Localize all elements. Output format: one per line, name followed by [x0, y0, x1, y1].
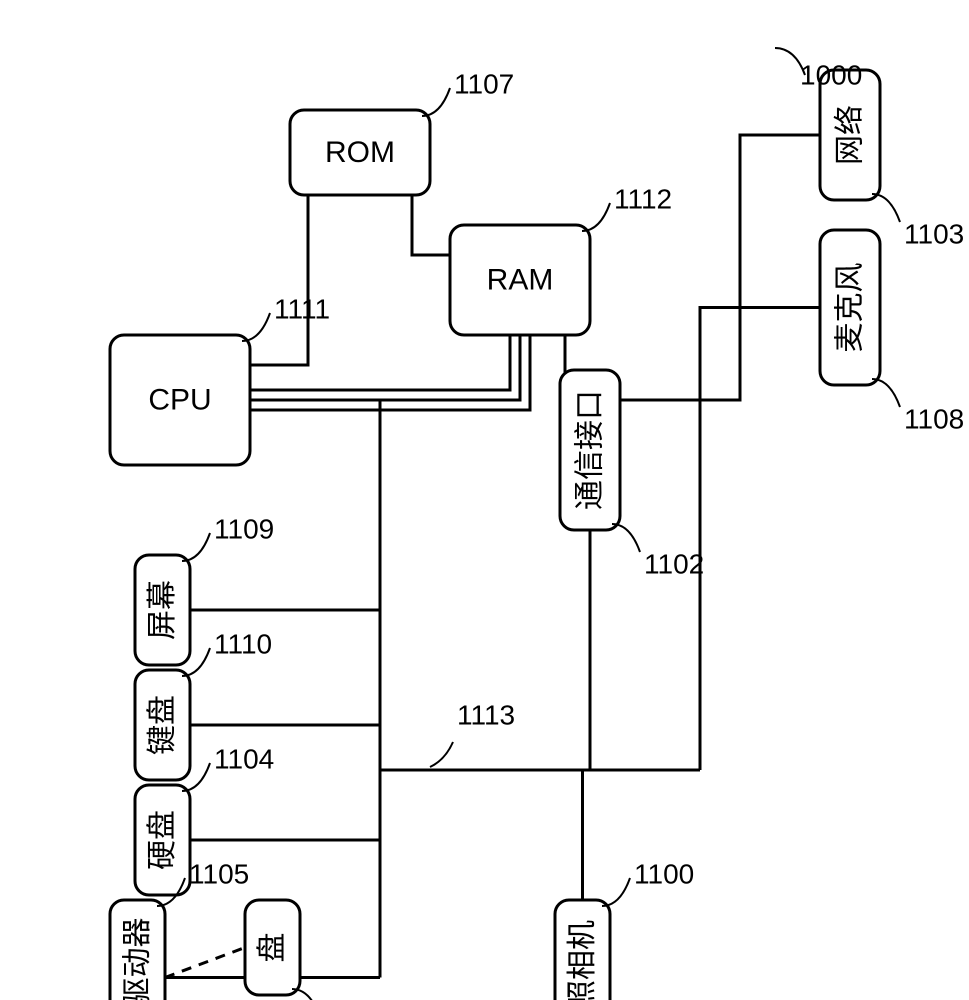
ref-comm: 1102: [644, 549, 704, 580]
node-mic-label: 麦克风: [834, 263, 867, 353]
edge-rom-cpu: [250, 195, 308, 365]
edge-rom-ram: [412, 195, 450, 255]
edge-comm-net: [620, 135, 820, 400]
node-ram-label: RAM: [487, 264, 554, 297]
node-camera-label: 数字照相机: [566, 920, 599, 1000]
edge-mic-hbus: [700, 308, 820, 771]
node-net-label: 网络: [834, 105, 867, 165]
ref-keyb: 1110: [214, 629, 272, 660]
leader-mic: [872, 379, 900, 407]
node-rom-label: ROM: [325, 136, 395, 169]
node-screen-label: 屏幕: [146, 580, 179, 640]
leader-ram: [582, 203, 610, 231]
node-disk-label: 盘: [256, 933, 289, 963]
leader-comm: [612, 524, 640, 552]
ref-frame: 1000: [800, 60, 862, 91]
node-keyb-label: 键盘: [146, 695, 179, 755]
ref-drive: 1105: [189, 859, 249, 890]
leader-camera: [602, 878, 630, 906]
node-cpu-label: CPU: [148, 384, 211, 417]
node-drive-label: 盘驱动器: [121, 918, 154, 1000]
node-comm-label: 通信接口: [574, 390, 607, 510]
node-hdd-label: 硬盘: [146, 810, 179, 870]
ref-screen: 1109: [214, 514, 274, 545]
leader-net: [872, 194, 900, 222]
ref-cpu: 1111: [274, 294, 330, 325]
edge-drive-disk: [165, 948, 245, 978]
ref-1113: 1113: [457, 700, 515, 731]
ref-camera: 1100: [634, 859, 694, 890]
ref-hdd: 1104: [214, 744, 274, 775]
bus-cpu-ram-0: [250, 335, 510, 390]
leader-screen: [182, 533, 210, 561]
leader-cpu: [242, 313, 270, 341]
ref-mic: 1108: [904, 404, 964, 435]
block-diagram: CPU ROM RAM 通信接口 网络麦克风屏幕键盘硬盘盘驱动器 盘 数字照相机 1111 11…: [0, 0, 969, 1000]
ref-net: 1103: [904, 219, 964, 250]
ref-ram: 1112: [614, 184, 672, 215]
leader-rom: [422, 88, 450, 116]
ref-rom: 1107: [454, 69, 514, 100]
leader-1113: [430, 742, 453, 767]
